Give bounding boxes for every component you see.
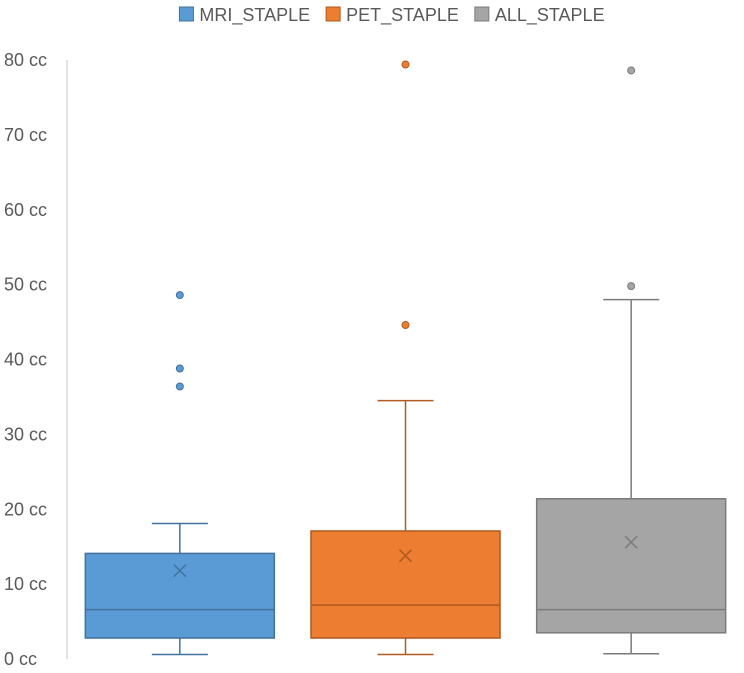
y-tick-label: 50 cc [4, 275, 47, 295]
box-all-staple [535, 66, 727, 655]
outlier-point [175, 382, 184, 391]
box-pet-staple [310, 60, 501, 656]
y-tick-label: 80 cc [4, 50, 47, 70]
y-tick-label: 0 cc [4, 649, 37, 669]
y-tick-label: 20 cc [4, 499, 47, 519]
legend-label: MRI_STAPLE [199, 5, 310, 26]
y-tick-label: 10 cc [4, 574, 47, 594]
y-tick-label: 60 cc [4, 200, 47, 220]
outlier-point [175, 364, 184, 373]
box-body [310, 530, 501, 639]
y-tick-label: 40 cc [4, 350, 47, 370]
outlier-point [401, 60, 410, 69]
y-axis-tick-labels: 0 cc 10 cc 20 cc 30 cc 40 cc 50 cc 60 cc 70 cc 8… [4, 50, 47, 669]
legend-swatch [178, 6, 194, 22]
legend: MRI_STAPLE PET_STAPLE ALL_STAPLE [178, 5, 605, 26]
mean-marker [624, 535, 638, 549]
legend-swatch [474, 6, 490, 22]
outlier-point [627, 282, 636, 291]
y-tick-label: 30 cc [4, 424, 47, 444]
box-body [535, 498, 727, 634]
outlier-point [175, 291, 184, 300]
boxes [84, 60, 727, 656]
legend-swatch [325, 6, 341, 22]
legend-label: ALL_STAPLE [495, 5, 605, 26]
box-mri-staple [84, 291, 276, 656]
mean-marker [398, 549, 413, 563]
y-tick-label: 70 cc [4, 125, 47, 145]
outlier-point [401, 321, 410, 330]
legend-label: PET_STAPLE [346, 5, 459, 26]
mean-marker [173, 564, 187, 578]
box-body [84, 552, 276, 639]
outlier-point [627, 66, 636, 75]
